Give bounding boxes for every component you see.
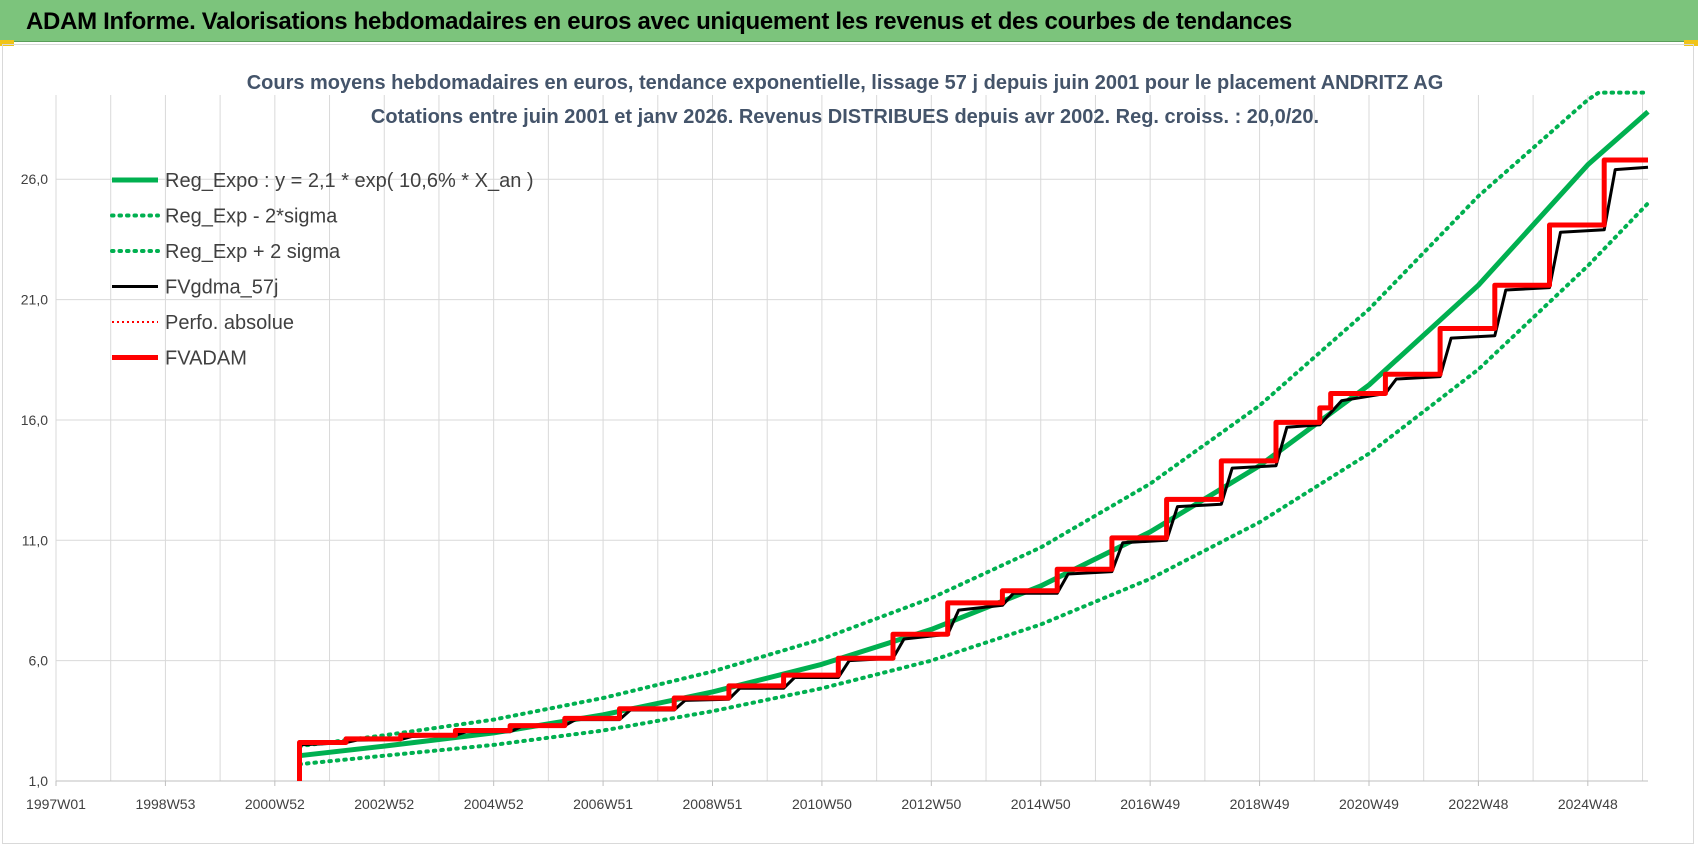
- x-tick-label: 2002W52: [354, 796, 414, 812]
- x-tick-label: 2012W50: [901, 796, 961, 812]
- report-title: ADAM Informe. Valorisations hebdomadaire…: [26, 8, 1292, 35]
- x-tick-label: 2022W48: [1448, 796, 1508, 812]
- series-line-fvgdma-57j: [298, 165, 1649, 781]
- y-tick-label: 26,0: [21, 171, 48, 187]
- x-tick-label: 2008W51: [683, 796, 743, 812]
- report-banner: ADAM Informe. Valorisations hebdomadaire…: [0, 0, 1698, 42]
- y-tick-label: 21,0: [21, 292, 48, 308]
- x-tick-labels: 1997W01 1998W53 2000W52 2002W52 2004W52 2006W…: [26, 781, 1618, 812]
- y-tick-labels: 1,0 6,0 11,0 16,0 21,0 26,0: [21, 171, 48, 789]
- legend-label-fvadam: FVADAM: [165, 348, 247, 370]
- series-line-reg-exp-2-sigma: [297, 90, 1650, 749]
- x-tick-label: 2000W52: [245, 796, 305, 812]
- series-line-reg-expo-y-2-1-exp-10-6-x-an: [299, 109, 1650, 759]
- series-line-fvadam: [297, 157, 1648, 781]
- x-tick-label: 2010W50: [792, 796, 852, 812]
- x-tick-label: 2006W51: [573, 796, 633, 812]
- y-tick-label: 1,0: [29, 773, 49, 789]
- x-tick-label: 2004W52: [464, 796, 524, 812]
- y-tick-label: 11,0: [22, 532, 48, 548]
- x-tick-label: 2018W49: [1230, 796, 1290, 812]
- legend: Reg_Expo : y = 2,1 * exp( 10,6% * X_an )…: [110, 170, 534, 370]
- y-tick-label: 6,0: [29, 653, 49, 669]
- corner-marker-left: [0, 40, 14, 46]
- series-line-reg-exp-2-sigma: [297, 201, 1650, 767]
- legend-label-reg-exp-2-sigma: Reg_Exp + 2 sigma: [165, 241, 341, 263]
- grid-vertical: [55, 95, 1644, 781]
- y-tick-label: 16,0: [21, 412, 48, 428]
- chart-title-line-1: Cours moyens hebdomadaires en euros, ten…: [247, 72, 1444, 94]
- x-tick-label: 1998W53: [135, 796, 195, 812]
- chart-title-line-2: Cotations entre juin 2001 et janv 2026. …: [371, 106, 1319, 128]
- series-group: [297, 90, 1650, 781]
- legend-label-reg-exp-2-sigma: Reg_Exp - 2*sigma: [165, 206, 338, 228]
- grid-horizontal: [56, 178, 1648, 782]
- legend-label-reg-expo-y-2-1-exp-10-6-x-an: Reg_Expo : y = 2,1 * exp( 10,6% * X_an ): [165, 170, 534, 192]
- corner-marker-right: [1684, 40, 1698, 46]
- x-tick-label: 2014W50: [1011, 796, 1071, 812]
- x-tick-label: 1997W01: [26, 796, 86, 812]
- legend-label-perfo-absolue: Perfo. absolue: [165, 312, 294, 334]
- chart-frame: [2, 44, 1694, 844]
- x-tick-label: 2020W49: [1339, 796, 1399, 812]
- legend-label-fvgdma-57j: FVgdma_57j: [165, 277, 278, 299]
- x-tick-label: 2016W49: [1120, 796, 1180, 812]
- x-tick-label: 2024W48: [1558, 796, 1618, 812]
